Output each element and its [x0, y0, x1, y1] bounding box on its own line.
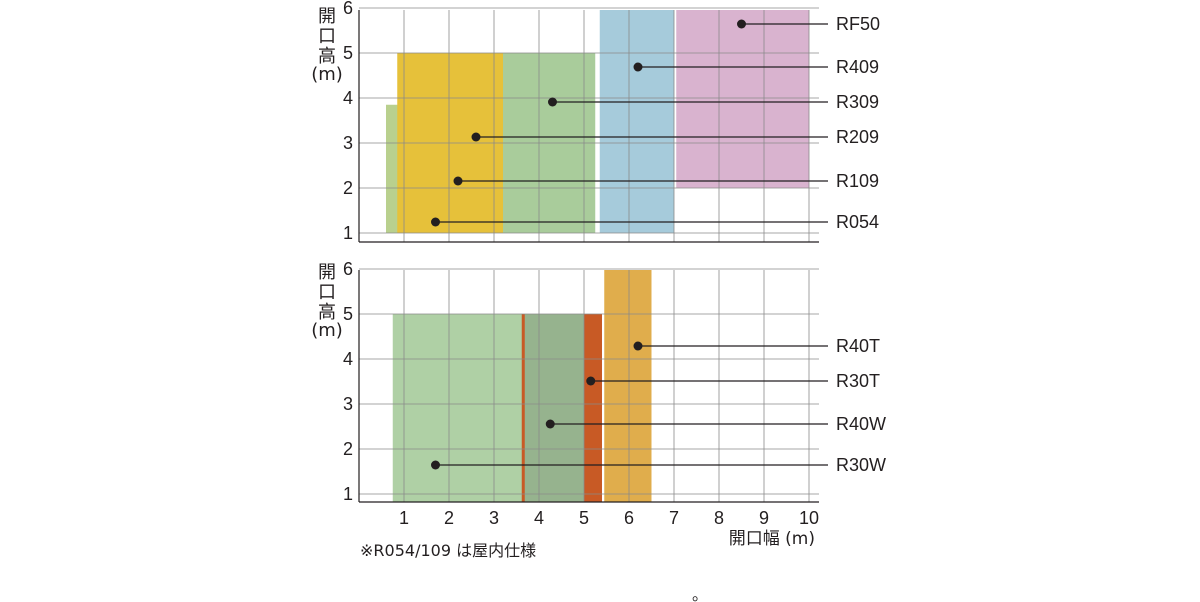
marker-r40w — [545, 419, 555, 429]
chart-panel-top: 1 2 3 4 5 6 R054 R109 R209 R309 R409 RF50 — [343, 0, 880, 243]
series-label: R409 — [836, 57, 879, 77]
series-label: RF50 — [836, 14, 880, 34]
marker-r409 — [633, 62, 643, 72]
stray-mark: 。 — [692, 585, 708, 602]
marker-r309 — [548, 97, 557, 107]
range-r409 — [599, 10, 674, 233]
y-tick-label: 1 — [343, 484, 353, 504]
series-label: R30W — [836, 455, 886, 475]
y-tick-label: 4 — [343, 349, 353, 369]
y-axis-title-char: 高 — [318, 302, 336, 323]
series-label: R30T — [836, 371, 880, 391]
range-r40w — [523, 314, 584, 502]
x-tick-label: 1 — [399, 508, 409, 528]
marker-r30w — [431, 460, 440, 470]
y-tick-label: 4 — [343, 88, 353, 108]
y-axis-title-char: 口 — [318, 26, 336, 47]
series-label: R209 — [836, 127, 879, 147]
y-tick-label: 5 — [343, 43, 353, 63]
y-tick-label: 3 — [343, 394, 353, 414]
y-axis-title-char: 開 — [318, 262, 336, 283]
series-label: R40T — [836, 336, 880, 356]
marker-r40t — [633, 341, 643, 351]
y-axis-title-char: 高 — [318, 46, 336, 67]
range-r40t — [604, 270, 652, 502]
y-axis-title-char: (m) — [311, 64, 343, 85]
y-axis-title-top: 開 口 高 (m) — [311, 6, 343, 85]
y-tick-label: 6 — [343, 259, 353, 279]
y-tick-label: 2 — [343, 439, 353, 459]
marker-r054 — [431, 217, 440, 227]
x-tick-label: 3 — [489, 508, 499, 528]
series-label: R109 — [836, 171, 879, 191]
y-tick-label: 2 — [343, 178, 353, 198]
y-tick-label: 5 — [343, 304, 353, 324]
x-tick-label: 9 — [759, 508, 769, 528]
footnote: ※R054/109 は屋内仕様 — [360, 541, 536, 560]
marker-rf50 — [737, 19, 746, 29]
x-axis-title: 開口幅 (m) — [729, 529, 815, 549]
range-r30w — [392, 314, 524, 502]
x-tick-label: 7 — [669, 508, 679, 528]
range-rf50 — [676, 10, 809, 188]
marker-r209 — [471, 132, 481, 142]
y-tick-label: 6 — [343, 0, 353, 18]
x-tick-label: 5 — [579, 508, 589, 528]
y-axis-title-char: 口 — [318, 282, 336, 303]
marker-r30t — [586, 376, 596, 386]
x-tick-label: 2 — [444, 508, 454, 528]
y-axis-title-char: 開 — [318, 6, 336, 27]
y-axis-title-bottom: 開 口 高 (m) — [311, 262, 343, 341]
series-label: R40W — [836, 414, 886, 434]
x-tick-label: 8 — [714, 508, 724, 528]
chart-panel-bottom: 1 2 3 4 5 6 1 2 3 4 5 6 7 8 9 10 R30W R40W R30T R40T — [343, 259, 886, 528]
range-r30t — [584, 314, 602, 502]
y-axis-title-char: (m) — [311, 320, 343, 341]
x-tick-label: 6 — [624, 508, 634, 528]
y-tick-label: 3 — [343, 133, 353, 153]
x-tick-label: 4 — [534, 508, 544, 528]
y-tick-label: 1 — [343, 223, 353, 243]
marker-r109 — [453, 176, 463, 186]
x-tick-label: 10 — [799, 508, 819, 528]
series-label: R309 — [836, 92, 879, 112]
series-label: R054 — [836, 212, 879, 232]
range-separator — [521, 314, 525, 502]
